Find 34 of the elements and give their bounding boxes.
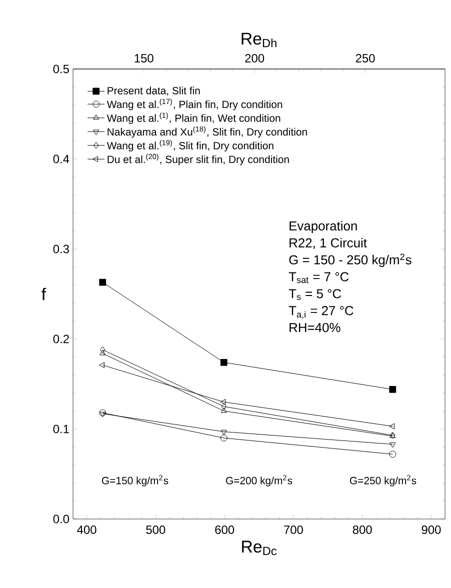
annotation: G=200 kg/m$^{2}$s: [226, 475, 292, 486]
x-axis-title: Re$_{Dc}$: [242, 540, 276, 556]
x-tick-label: 600: [215, 526, 234, 534]
x2-tick-label: 250: [356, 54, 375, 62]
x-tick-label: 400: [77, 526, 96, 534]
legend-label: Present data, Slit fin: [108, 86, 200, 96]
x-tick-label: 900: [422, 526, 441, 534]
x-tick-label: 500: [146, 526, 166, 534]
legend-label: Wang et al.$^{(17)}$, Plain fin, Dry condition: [106, 98, 282, 110]
x2-axis-title: Re$_{Dh}$: [242, 32, 276, 48]
annotation: Evaporation: [290, 221, 357, 234]
x2-tick-label: 150: [134, 54, 154, 62]
annotation: T$_{s}$ = 5 °C: [288, 289, 342, 300]
y-tick-label: 0.3: [53, 244, 69, 254]
legend-label: Wang et al.$^{(19)}$, Slit fin, Dry condition: [106, 140, 274, 152]
y-tick-label: 0.5: [53, 64, 69, 74]
x2-tick-label: 200: [245, 54, 264, 62]
legend-label: Du et al.$^{(20)}$, Super slit fin, Dry condition: [108, 154, 289, 166]
y-tick-label: 0.2: [53, 334, 69, 344]
y-tick-label: 0.1: [53, 424, 69, 434]
annotation: R22, 1 Circuit: [290, 238, 367, 249]
annotation: T$_{a,i}$ = 27 °C: [288, 306, 354, 319]
annotation: G=150 kg/m$^{2}$s: [102, 475, 168, 486]
y-tick-label: 0.0: [53, 514, 70, 524]
legend-label: Nakayama and Xu$^{(18)}$, Slit fin, Dry condition: [108, 126, 307, 138]
annotation: RH=40%: [290, 322, 340, 332]
annotation: T$_{sat}$ = 7 °C: [288, 272, 349, 284]
legend-label: Wang et al.$^{(1)}$, Plain fin, Wet condition: [106, 112, 280, 124]
x-tick-label: 800: [352, 526, 372, 534]
x-tick-label: 700: [284, 526, 303, 534]
y-axis-title: f: [42, 288, 46, 300]
annotation: G=250 kg/m$^{2}$s: [350, 475, 416, 486]
annotation: G = 150 - 250 kg/m$^{2}$s: [289, 254, 412, 267]
y-tick-label: 0.4: [53, 154, 70, 164]
